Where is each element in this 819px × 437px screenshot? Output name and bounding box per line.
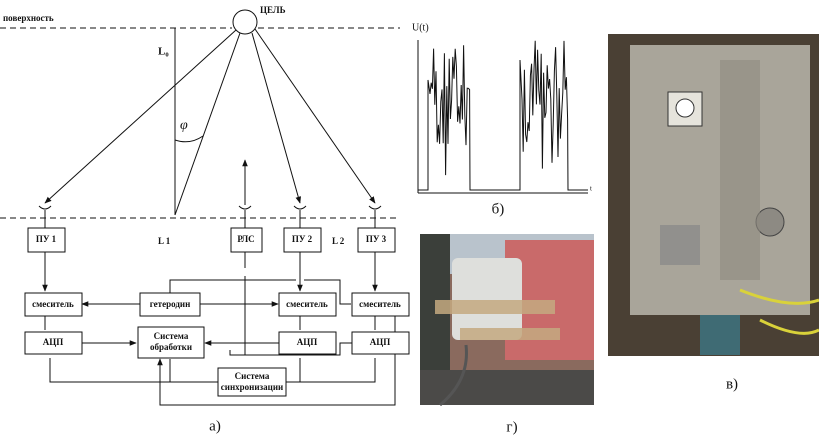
surface-label: поверхность bbox=[3, 13, 54, 23]
ray bbox=[252, 33, 300, 203]
sync: синхронизации bbox=[221, 382, 283, 392]
ray bbox=[45, 30, 236, 203]
photo-v: в) bbox=[608, 34, 819, 392]
mixer: смеситель bbox=[359, 299, 401, 309]
ray bbox=[255, 29, 375, 203]
caption: а) bbox=[209, 418, 221, 434]
adc: АЦП bbox=[43, 337, 64, 347]
photo-g: г) bbox=[420, 234, 594, 435]
pu2: ПУ 2 bbox=[292, 234, 313, 244]
adc: АЦП bbox=[297, 337, 318, 347]
signal-plot: U(t) t б) bbox=[412, 22, 592, 217]
caption: б) bbox=[492, 201, 505, 217]
pu1: ПУ 1 bbox=[36, 234, 57, 244]
radar: РЛС bbox=[237, 234, 254, 244]
l2-label: L 2 bbox=[332, 236, 345, 246]
processing: Система bbox=[154, 331, 189, 341]
processing: обработки bbox=[150, 342, 192, 352]
mixer: смеситель bbox=[32, 299, 74, 309]
target-label: ЦЕЛЬ bbox=[260, 5, 286, 15]
figure: поверхность ЦЕЛЬ L₀ φ L 1 L 2 ПУ 1 РЛС П… bbox=[0, 0, 819, 437]
mixer: смеситель bbox=[286, 299, 328, 309]
y-label: U(t) bbox=[412, 22, 429, 33]
antennas bbox=[39, 206, 381, 228]
pu3: ПУ 3 bbox=[366, 234, 387, 244]
caption: г) bbox=[506, 419, 517, 435]
target bbox=[233, 10, 257, 34]
block-diagram: поверхность ЦЕЛЬ L₀ φ L 1 L 2 ПУ 1 РЛС П… bbox=[0, 5, 409, 434]
oscillator: гетеродин bbox=[150, 299, 191, 309]
sync: Система bbox=[235, 371, 270, 381]
l0-label: L₀ bbox=[158, 46, 169, 58]
angle-arc bbox=[175, 136, 203, 142]
x-label: t bbox=[590, 185, 592, 193]
signal-trace bbox=[418, 41, 588, 190]
caption: в) bbox=[726, 376, 738, 392]
phi-label: φ bbox=[180, 118, 188, 133]
l1-label: L 1 bbox=[158, 236, 171, 246]
adc: АЦП bbox=[370, 337, 391, 347]
